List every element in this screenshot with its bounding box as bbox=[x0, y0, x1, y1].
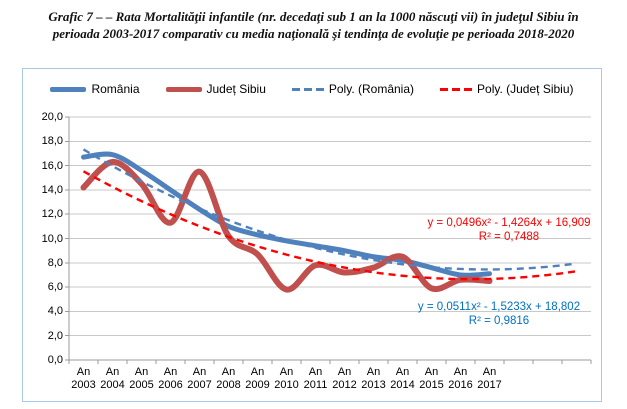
x-axis-label-prefix: An bbox=[76, 366, 91, 378]
x-axis-label-prefix: An bbox=[279, 366, 294, 378]
x-axis-label-prefix: An bbox=[395, 366, 410, 378]
y-axis-label: 8,0 bbox=[47, 256, 63, 269]
x-axis-label-prefix: An bbox=[366, 366, 381, 378]
trendline-equation-sibiu: y = 0,0496x² - 1,4264x + 16,909 R² = 0,7… bbox=[399, 217, 619, 244]
y-axis-label: 12,0 bbox=[41, 208, 63, 221]
legend-item-poly-rom-nia-: Poly. (România) bbox=[291, 82, 415, 96]
equation-text: y = 0,0496x² - 1,4264x + 16,909 bbox=[427, 217, 591, 229]
x-axis-label-year: 2009 bbox=[245, 379, 270, 391]
x-axis-label: An 2006 bbox=[151, 366, 191, 392]
x-axis-label-prefix: An bbox=[308, 366, 323, 378]
x-axis-label: An 2017 bbox=[470, 366, 510, 392]
x-axis-label-prefix: An bbox=[453, 366, 468, 378]
legend-label: Județ Sibiu bbox=[206, 82, 266, 96]
chart-title-line2: perioada 2003-2017 comparativ cu media n… bbox=[52, 26, 575, 41]
x-axis-label-year: 2008 bbox=[216, 379, 241, 391]
legend-item-jude-sibiu: Județ Sibiu bbox=[165, 82, 266, 96]
x-axis-label-year: 2005 bbox=[129, 379, 154, 391]
x-axis-label-prefix: An bbox=[482, 366, 497, 378]
x-axis-label-prefix: An bbox=[134, 366, 149, 378]
x-axis-label-prefix: An bbox=[250, 366, 265, 378]
y-axis-label: 18,0 bbox=[41, 135, 63, 148]
x-axis-label: An 2008 bbox=[209, 366, 249, 392]
y-axis-label: 6,0 bbox=[47, 281, 63, 294]
x-axis-label-year: 2017 bbox=[477, 379, 502, 391]
x-axis-label-prefix: An bbox=[192, 366, 207, 378]
trendline-poly-rom-nia- bbox=[82, 148, 577, 271]
x-axis-label-year: 2015 bbox=[419, 379, 444, 391]
y-axis-label: 16,0 bbox=[41, 159, 63, 172]
legend-dashed-swatch bbox=[440, 87, 473, 91]
legend-label: Poly. (Județ Sibiu) bbox=[477, 82, 574, 96]
series-line-jude-sibiu bbox=[80, 158, 493, 293]
y-axis-label: 2,0 bbox=[47, 329, 63, 342]
x-axis-label-year: 2003 bbox=[71, 379, 96, 391]
x-axis-label-year: 2006 bbox=[158, 379, 183, 391]
x-axis-label: An 2003 bbox=[64, 366, 104, 392]
x-axis-label-prefix: An bbox=[337, 366, 352, 378]
x-axis-label-prefix: An bbox=[424, 366, 439, 378]
x-axis-label: An 2012 bbox=[325, 366, 365, 392]
y-axis-label: 20,0 bbox=[41, 111, 63, 123]
y-axis-label: 14,0 bbox=[41, 183, 63, 196]
x-axis-label-year: 2010 bbox=[274, 379, 299, 391]
x-axis-label-year: 2007 bbox=[187, 379, 212, 391]
x-axis-label-year: 2011 bbox=[303, 379, 328, 391]
plot-area bbox=[65, 116, 592, 364]
legend-line-swatch bbox=[165, 86, 202, 92]
x-axis-label: An 2010 bbox=[267, 366, 307, 392]
legend-label: Poly. (România) bbox=[328, 82, 415, 96]
x-axis-label: An 2016 bbox=[441, 366, 481, 392]
chart-title-line1: Grafic 7 – – Rata Mortalităţii infantile… bbox=[48, 9, 579, 24]
legend-item-poly-jude-sibiu-: Poly. (Județ Sibiu) bbox=[440, 82, 574, 96]
x-axis-label: An 2015 bbox=[412, 366, 452, 392]
legend-label: România bbox=[91, 82, 140, 96]
y-axis-label: 10,0 bbox=[41, 232, 63, 245]
x-axis-label-year: 2012 bbox=[332, 379, 357, 391]
chart-frame: România Județ Sibiu Poly. (România) Poly. (… bbox=[22, 68, 602, 402]
y-axis-label: 4,0 bbox=[47, 305, 63, 318]
legend: România Județ Sibiu Poly. (România) Poly. (… bbox=[23, 82, 601, 96]
legend-line-swatch bbox=[50, 86, 87, 92]
legend-item-rom-nia: România bbox=[50, 82, 140, 96]
y-axis-label: 0,0 bbox=[47, 354, 63, 366]
x-axis-label-prefix: An bbox=[163, 366, 178, 378]
x-axis-label-year: 2013 bbox=[361, 379, 386, 391]
r-squared-text: R² = 0,7488 bbox=[478, 230, 540, 243]
x-axis-label-prefix: An bbox=[221, 366, 236, 378]
x-axis-label-year: 2016 bbox=[448, 379, 473, 391]
x-axis-label: An 2013 bbox=[354, 366, 394, 392]
x-axis-label: An 2014 bbox=[383, 366, 423, 392]
x-axis-label: An 2009 bbox=[238, 366, 278, 392]
trendline-equation-romania: y = 0,0511x² - 1,5233x + 18,802 R² = 0,9… bbox=[389, 301, 609, 328]
chart-title: Grafic 7 – – Rata Mortalităţii infantile… bbox=[0, 8, 627, 42]
r-squared-text: R² = 0,9816 bbox=[468, 314, 530, 327]
legend-dashed-swatch bbox=[291, 87, 324, 91]
x-axis-label: An 2005 bbox=[122, 366, 162, 392]
x-axis-label-prefix: An bbox=[105, 366, 120, 378]
equation-text: y = 0,0511x² - 1,5233x + 18,802 bbox=[417, 301, 581, 313]
x-axis-label: An 2011 bbox=[296, 366, 336, 392]
x-axis-label: An 2007 bbox=[180, 366, 220, 392]
x-axis-label: An 2004 bbox=[93, 366, 133, 392]
x-axis-label-year: 2014 bbox=[390, 379, 415, 391]
x-axis-label-year: 2004 bbox=[100, 379, 125, 391]
trendline-poly-jude-sibiu- bbox=[82, 170, 577, 281]
